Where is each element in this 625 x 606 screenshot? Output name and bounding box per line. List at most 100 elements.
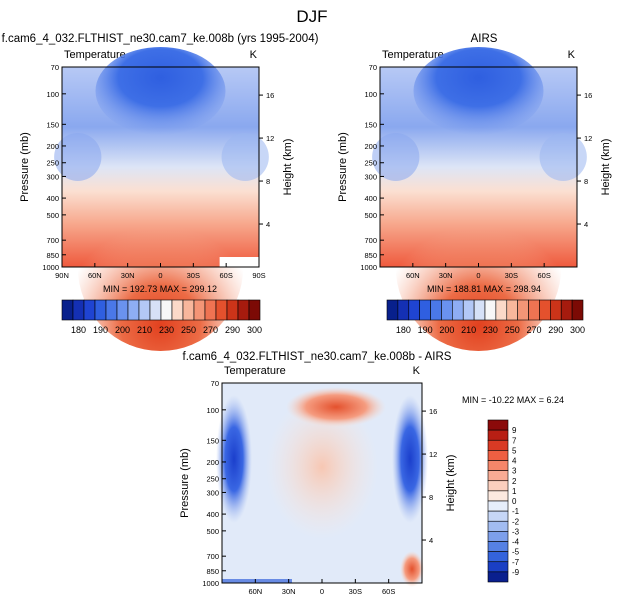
colorbar-label: 210 — [461, 325, 476, 335]
colorbar-box — [484, 299, 497, 321]
height-tick-label: 8 — [584, 177, 588, 186]
colorbar-label: 290 — [548, 325, 563, 335]
colorbar: 180 190 200 210 230 250 270 290 300 — [386, 299, 585, 335]
chart-subtitle-right: K — [413, 365, 421, 377]
colorbar-box — [72, 299, 85, 321]
height-tick-label: 12 — [584, 134, 592, 143]
colorbar-label: 300 — [570, 325, 585, 335]
chart-subtitle-right: K — [568, 49, 576, 61]
height-axis-label: Height (km) — [600, 139, 612, 196]
chart-panel-1: f.cam6_4_032.FLTHIST_ne30.cam7_ke.008b (… — [2, 33, 319, 351]
chart-subtitle-left: Temperature — [382, 49, 444, 61]
x-tick-label: 30S — [505, 271, 518, 280]
y-tick-label: 1000 — [42, 263, 59, 272]
chart-subtitle-left: Temperature — [64, 49, 126, 61]
warm-column — [266, 395, 378, 539]
height-tick-label: 16 — [266, 91, 274, 100]
colorbar-label: 3 — [512, 467, 517, 476]
colorbar-box — [487, 541, 509, 552]
y-tick-label: 1000 — [360, 263, 377, 272]
colorbar-box — [386, 299, 399, 321]
height-tick-label: 16 — [429, 407, 437, 416]
warm-top — [286, 387, 386, 427]
cold-surface — [222, 579, 292, 583]
colorbar-box — [94, 299, 107, 321]
y-tick-label: 400 — [206, 510, 219, 519]
colorbar-box — [116, 299, 129, 321]
x-tick-label: 60N — [88, 271, 102, 280]
colorbar-box — [149, 299, 162, 321]
x-tick-label: 0 — [476, 271, 480, 280]
y-tick-label: 150 — [364, 120, 377, 129]
x-tick-label: 60N — [406, 271, 420, 280]
colorbar-box — [487, 500, 509, 512]
colorbar-label: -9 — [512, 568, 520, 577]
colorbar-box — [419, 299, 431, 321]
chart-subtitle-left: Temperature — [224, 365, 286, 377]
colorbar-box — [487, 439, 509, 451]
y-tick-label: 150 — [46, 120, 59, 129]
colorbar-label: 190 — [418, 325, 433, 335]
y-tick-label: 300 — [46, 172, 59, 181]
min-max-label: MIN = 188.81 MAX = 298.94 — [427, 284, 541, 294]
colorbar-box — [487, 460, 509, 471]
colorbar-label: 270 — [203, 325, 218, 335]
colorbar-box — [487, 531, 509, 542]
colorbar-box — [487, 520, 509, 532]
y-tick-label: 100 — [46, 90, 59, 99]
colorbar-label: 190 — [93, 325, 108, 335]
colorbar-box — [430, 299, 442, 321]
height-tick-label: 16 — [584, 91, 592, 100]
colorbar-label: -4 — [512, 538, 520, 547]
y-tick-label: 500 — [46, 211, 59, 220]
colorbar-box — [560, 299, 573, 321]
chart-title: f.cam6_4_032.FLTHIST_ne30.cam7_ke.008b -… — [183, 351, 452, 363]
colorbar-label: 230 — [159, 325, 174, 335]
colorbar-box — [215, 299, 228, 321]
colorbar-label: 290 — [225, 325, 240, 335]
y-tick-label: 300 — [206, 488, 219, 497]
colorbar-box — [517, 299, 529, 321]
side-cold-right — [221, 133, 269, 181]
colorbar-label: 180 — [396, 325, 411, 335]
colorbar-box — [495, 299, 508, 321]
colorbar-box — [127, 299, 140, 321]
colorbar-label: 7 — [512, 436, 517, 445]
x-tick-label: 30N — [439, 271, 453, 280]
y-tick-label: 70 — [51, 63, 59, 72]
x-tick-label: 30N — [121, 271, 135, 280]
y-tick-label: 70 — [369, 63, 377, 72]
y-tick-label: 150 — [206, 436, 219, 445]
cold-right — [392, 395, 428, 523]
colorbar-label: 200 — [439, 325, 454, 335]
colorbar-box — [452, 299, 464, 321]
y-tick-label: 700 — [364, 236, 377, 245]
colorbar-box — [138, 299, 151, 321]
colorbar-label: 200 — [115, 325, 130, 335]
cold-core — [95, 47, 226, 135]
y-tick-label: 700 — [46, 236, 59, 245]
y-tick-label: 200 — [364, 142, 377, 151]
colorbar-box — [182, 299, 195, 321]
height-axis-label: Height (km) — [445, 455, 457, 512]
colorbar-box — [487, 551, 509, 563]
y-tick-label: 500 — [364, 211, 377, 220]
colorbar-label: -1 — [512, 507, 520, 516]
colorbar-box — [487, 429, 509, 441]
colorbar-box — [160, 299, 173, 321]
y-tick-label: 400 — [46, 194, 59, 203]
colorbar-box — [237, 299, 250, 321]
side-cold-left — [54, 133, 102, 181]
colorbar-box — [506, 299, 518, 321]
colorbar-box — [193, 299, 206, 321]
x-tick-label: 30S — [349, 587, 362, 596]
colorbar-box — [539, 299, 551, 321]
colorbar-box — [204, 299, 217, 321]
colorbar-box — [105, 299, 118, 321]
chart-title: AIRS — [471, 33, 498, 45]
colorbar-box — [487, 561, 509, 573]
colorbar-box — [571, 299, 584, 321]
height-tick-label: 12 — [429, 450, 437, 459]
colorbar-box — [487, 510, 509, 522]
colorbar-label: 2 — [512, 477, 517, 486]
